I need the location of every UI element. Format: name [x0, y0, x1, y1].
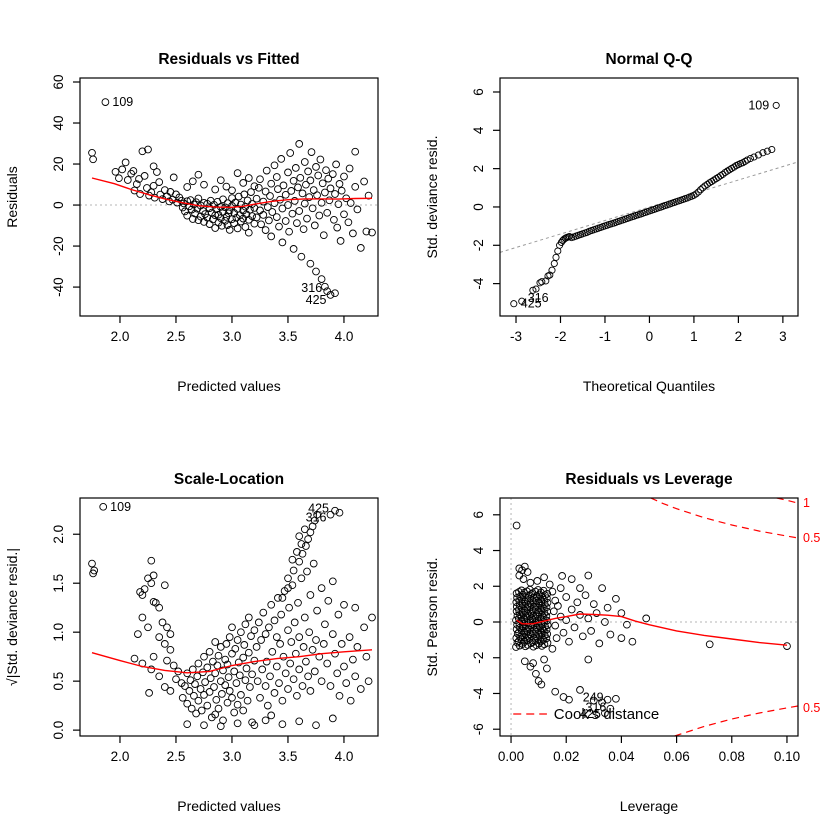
cooks-level-label: 1	[803, 496, 810, 510]
data-points	[88, 502, 376, 731]
x-tick-label: 3.0	[223, 329, 242, 344]
x-tick-label: 1	[690, 329, 698, 344]
x-tick-label: -2	[554, 329, 566, 344]
outlier-label-425: 425	[308, 502, 329, 516]
data-points	[512, 521, 791, 717]
x-tick-label: -3	[510, 329, 522, 344]
cooks-1-upper	[776, 497, 799, 504]
x-tick-label: -1	[599, 329, 611, 344]
panel-residuals-vs-leverage: 0.00 0.02 0.04 0.06 0.08 0.10 -6 -4 -2 0 2 4 6 Residu…	[420, 420, 840, 840]
outlier-label-109: 109	[112, 95, 133, 109]
x-axis-label: Predicted values	[177, 798, 281, 814]
y-tick-label: 0	[51, 201, 66, 209]
data-points	[510, 101, 780, 308]
smoother-line	[91, 649, 373, 674]
outlier-label-316: 316	[306, 511, 327, 525]
outlier-label-249: 249	[583, 691, 604, 705]
x-tick-label: 0.10	[774, 749, 800, 764]
panel-title: Normal Q-Q	[606, 51, 693, 68]
panel-title: Residuals vs Fitted	[158, 51, 299, 68]
y-tick-label: -40	[51, 277, 66, 297]
y-tick-label: -2	[471, 652, 486, 664]
y-tick-label: 2.0	[51, 525, 66, 544]
plot-frame	[79, 497, 379, 737]
x-tick-label: 0.00	[498, 749, 524, 764]
y-tick-label: 40	[51, 116, 66, 131]
x-tick-label: 2.0	[111, 329, 130, 344]
y-tick-label: 0.0	[51, 721, 66, 740]
cooks-0.5-lower	[674, 705, 799, 737]
panel-title: Scale-Location	[174, 471, 284, 488]
outlier-label-316: 316	[301, 281, 322, 295]
residuals-vs-leverage-canvas: 0.00 0.02 0.04 0.06 0.08 0.10 -6 -4 -2 0 2 4 6 Residu…	[424, 471, 820, 814]
x-tick-label: 0.04	[608, 749, 635, 764]
x-tick-label: 0.08	[719, 749, 745, 764]
outlier-label-425: 425	[580, 707, 601, 721]
y-tick-label: 1.0	[51, 623, 66, 642]
y-tick-label: 4	[471, 546, 486, 554]
y-tick-label: 0	[471, 203, 486, 211]
plot-frame	[79, 77, 379, 317]
y-tick-label: 0.5	[51, 672, 66, 691]
x-axis-label: Predicted values	[177, 378, 281, 394]
y-axis-label: Std. deviance resid.	[424, 136, 440, 259]
y-tick-label: 2	[471, 583, 486, 591]
normal-qq-canvas: -3 -2 -1 0 1 2 3 -4 -2 0 2 4 6 Normal Q-Q Theoretical …	[424, 51, 799, 394]
x-tick-label: 0.06	[663, 749, 689, 764]
panel-scale-location: 2.0 2.5 3.0 3.5 4.0 0.0 0.5 1.0 1.5 2.0 Scale-Loca…	[0, 420, 420, 840]
y-tick-label: 0	[471, 618, 486, 626]
x-tick-label: 2.5	[167, 749, 186, 764]
y-tick-label: 4	[471, 126, 486, 134]
x-tick-label: 2	[735, 329, 743, 344]
outlier-label-316: 316	[528, 291, 549, 305]
y-tick-label: 20	[51, 157, 66, 172]
x-tick-label: 4.0	[335, 329, 354, 344]
outlier-label-109: 109	[110, 500, 131, 514]
x-tick-label: 0	[646, 329, 654, 344]
y-tick-label: 1.5	[51, 574, 66, 593]
x-tick-label: 2.5	[167, 329, 186, 344]
x-tick-label: 0.02	[553, 749, 579, 764]
x-tick-label: 3.5	[279, 329, 298, 344]
y-tick-label: 2	[471, 165, 486, 173]
legend-cooks-label: Cook's distance	[554, 706, 659, 723]
cooks-0.5-upper	[650, 497, 799, 539]
outlier-label-425: 425	[306, 293, 327, 307]
x-axis-label: Leverage	[620, 798, 679, 814]
x-tick-label: 2.0	[111, 749, 130, 764]
x-axis-label: Theoretical Quantiles	[583, 378, 715, 394]
smoother-line	[516, 613, 788, 646]
y-tick-label: -6	[471, 723, 486, 735]
outlier-label-109: 109	[748, 98, 769, 112]
x-tick-label: 3	[779, 329, 787, 344]
panel-normal-qq: -3 -2 -1 0 1 2 3 -4 -2 0 2 4 6 Normal Q-Q Theoretical …	[420, 0, 840, 420]
y-tick-label: -4	[471, 687, 486, 699]
qq-reference-line	[499, 161, 799, 253]
scale-location-canvas: 2.0 2.5 3.0 3.5 4.0 0.0 0.5 1.0 1.5 2.0 Scale-Loca…	[4, 471, 379, 814]
cooks-level-label: 0.5	[803, 701, 820, 715]
x-tick-label: 3.5	[279, 749, 298, 764]
outlier-label-316: 316	[586, 701, 607, 715]
cooks-level-label: 0.5	[803, 531, 820, 545]
data-points	[88, 98, 376, 299]
y-axis-label: √|Std. deviance resid.|	[4, 548, 20, 686]
residuals-vs-fitted-canvas: 2.0 2.5 3.0 3.5 4.0 -40 -20 0 20 40 60 Residuals vs…	[4, 51, 379, 394]
y-tick-label: -2	[471, 239, 486, 251]
panel-residuals-vs-fitted: 2.0 2.5 3.0 3.5 4.0 -40 -20 0 20 40 60 Residuals vs…	[0, 0, 420, 420]
y-tick-label: -20	[51, 236, 66, 256]
y-tick-label: 6	[471, 88, 486, 96]
panel-title: Residuals vs Leverage	[565, 471, 733, 488]
y-tick-label: -4	[471, 277, 486, 289]
outlier-label-425: 425	[521, 297, 542, 311]
x-tick-label: 3.0	[223, 749, 242, 764]
plot-frame	[499, 497, 799, 737]
y-tick-label: 6	[471, 511, 486, 519]
smoother-line	[91, 177, 373, 209]
x-tick-label: 4.0	[335, 749, 354, 764]
y-tick-label: 60	[51, 74, 66, 89]
y-axis-label: Std. Pearson resid.	[424, 557, 440, 676]
y-axis-label: Residuals	[4, 166, 20, 227]
